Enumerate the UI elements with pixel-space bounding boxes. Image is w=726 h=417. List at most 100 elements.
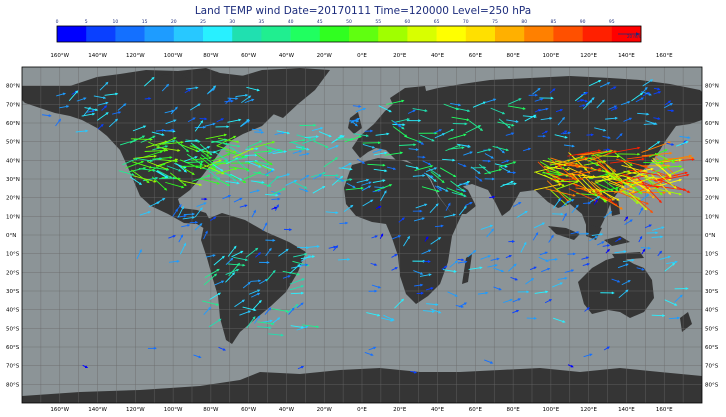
graticule bbox=[22, 67, 702, 403]
colorbar-swatch bbox=[553, 26, 583, 42]
colorbar-swatch bbox=[495, 26, 525, 42]
wind-vector bbox=[184, 139, 199, 143]
wind-vector bbox=[494, 163, 508, 168]
wind-vector bbox=[406, 119, 422, 123]
wind-vector bbox=[262, 164, 275, 171]
longitude-label: 40°W bbox=[279, 407, 295, 413]
wind-vector bbox=[282, 275, 291, 279]
longitude-label: 20°W bbox=[317, 53, 333, 59]
wind-vector bbox=[262, 222, 268, 231]
wind-vector bbox=[242, 306, 257, 312]
wind-vector bbox=[55, 118, 62, 127]
wind-vector bbox=[659, 189, 683, 196]
wind-vector bbox=[208, 170, 221, 180]
wind-vector bbox=[368, 289, 378, 293]
longitude-label: 80°E bbox=[506, 53, 520, 59]
wind-vector bbox=[613, 182, 644, 194]
wind-vector bbox=[628, 190, 654, 214]
wind-vector bbox=[325, 211, 339, 215]
wind-vector bbox=[361, 185, 372, 191]
wind-vector bbox=[111, 111, 122, 115]
wind-vector bbox=[416, 291, 425, 295]
wind-vector bbox=[155, 128, 166, 132]
wind-vector bbox=[412, 209, 423, 213]
wind-vector bbox=[176, 163, 188, 173]
wind-vector bbox=[212, 163, 224, 172]
wind-vector bbox=[525, 277, 535, 285]
wind-vector bbox=[250, 279, 262, 283]
wind-vector bbox=[265, 193, 279, 197]
wind-vector bbox=[562, 131, 572, 135]
wind-vector bbox=[635, 97, 644, 103]
wind-vector bbox=[425, 173, 437, 182]
colorbar-tick-label: 85 bbox=[551, 19, 557, 25]
wind-vector bbox=[419, 273, 432, 277]
wind-vector bbox=[549, 88, 556, 94]
wind-vector bbox=[498, 161, 517, 168]
wind-vector bbox=[350, 119, 359, 127]
wind-vector bbox=[664, 262, 676, 272]
wind-vector bbox=[355, 107, 367, 113]
wind-vector bbox=[448, 133, 467, 140]
wind-vector bbox=[611, 107, 618, 111]
colorbar-tick-label: 50 bbox=[346, 19, 352, 25]
latitude-label: 40°S bbox=[6, 308, 20, 314]
wind-vector bbox=[645, 120, 658, 125]
wind-vector bbox=[180, 242, 186, 255]
wind-vector bbox=[300, 255, 316, 260]
wind-vector bbox=[595, 187, 620, 201]
wind-vector bbox=[664, 100, 672, 106]
wind-vector bbox=[467, 250, 477, 258]
wind-vector bbox=[490, 257, 500, 261]
wind-vector bbox=[628, 192, 648, 211]
wind-vector bbox=[224, 172, 237, 182]
wind-vector bbox=[610, 86, 617, 90]
longitude-label: 80°W bbox=[203, 407, 219, 413]
wind-vector bbox=[185, 160, 205, 164]
wind-vector bbox=[600, 291, 615, 295]
wind-vector bbox=[310, 172, 327, 178]
longitude-label: 60°W bbox=[241, 407, 257, 413]
wind-vector bbox=[560, 130, 568, 135]
wind-vector bbox=[608, 105, 618, 110]
colorbar-tick-label: 35 bbox=[259, 19, 265, 25]
wind-vector bbox=[503, 298, 513, 303]
wind-vector bbox=[392, 235, 402, 240]
wind-vector bbox=[218, 346, 226, 351]
latitude-label: 20°S bbox=[705, 270, 719, 276]
wind-vector bbox=[299, 152, 310, 156]
wind-vector bbox=[606, 146, 641, 155]
wind-vector bbox=[477, 291, 489, 295]
wind-vector bbox=[214, 280, 225, 286]
wind-vector bbox=[493, 267, 505, 273]
wind-vector bbox=[603, 148, 611, 152]
wind-vector bbox=[434, 185, 443, 191]
wind-vector bbox=[216, 135, 237, 147]
wind-vector bbox=[599, 175, 625, 188]
wind-vector bbox=[194, 207, 203, 218]
wind-vector bbox=[534, 165, 559, 173]
wind-vector bbox=[251, 128, 263, 132]
wind-vector bbox=[570, 231, 580, 235]
wind-vector bbox=[371, 235, 378, 239]
wind-vector bbox=[391, 267, 398, 271]
wind-vector bbox=[452, 122, 468, 126]
wind-vector bbox=[291, 265, 303, 269]
wind-vector bbox=[623, 170, 649, 177]
wind-vector bbox=[430, 237, 442, 245]
longitude-label: 40°W bbox=[279, 53, 295, 59]
wind-vector bbox=[653, 117, 661, 120]
wind-vector bbox=[257, 321, 275, 326]
wind-vector bbox=[161, 83, 170, 92]
wind-vector bbox=[254, 130, 265, 134]
wind-vector bbox=[577, 99, 585, 102]
wind-vector bbox=[357, 158, 366, 164]
longitude-label: 40°E bbox=[431, 407, 445, 413]
wind-vector bbox=[227, 97, 239, 100]
colorbar-swatch bbox=[144, 26, 175, 42]
wind-vector bbox=[205, 254, 216, 258]
wind-vector bbox=[436, 185, 449, 192]
longitude-label: 160°E bbox=[656, 53, 673, 59]
wind-vector bbox=[225, 268, 240, 275]
wind-vector bbox=[252, 299, 262, 311]
